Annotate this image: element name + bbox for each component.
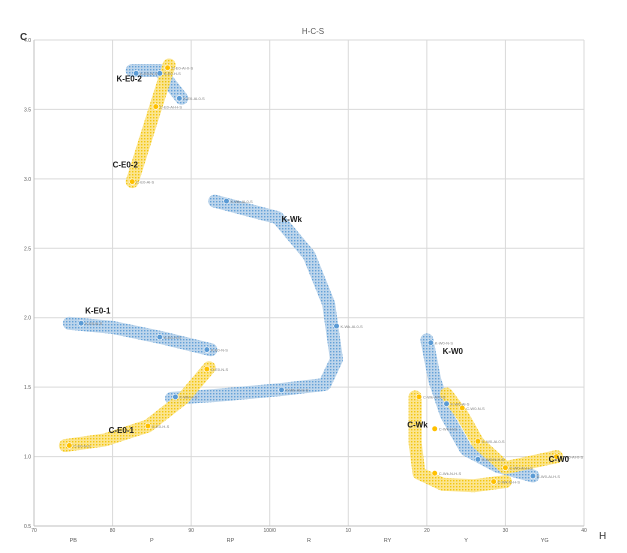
point-label-c-e0-1-2: C-E0-N-S bbox=[211, 367, 229, 372]
chart-title: H-C-S bbox=[302, 27, 324, 36]
x-tick-label-1: 80 bbox=[110, 528, 116, 534]
point-c-w0-2 bbox=[502, 464, 509, 471]
point-label-k-wk-0: K-Wk-Al-0-S bbox=[231, 199, 254, 204]
point-k-e0-1-1 bbox=[156, 334, 163, 341]
y-tick-label-0: 0.5 bbox=[24, 524, 31, 530]
point-label-c-e0-1-0: C-E0-N-S bbox=[73, 443, 91, 448]
group-label-c-e0-2: C-E0-2 bbox=[113, 161, 139, 170]
group-label-k-e0-2: K-E0-2 bbox=[117, 75, 143, 84]
y-tick-label-4: 2.5 bbox=[24, 246, 31, 252]
hue-label-4: RY bbox=[384, 538, 392, 544]
group-label-k-e0-1: K-E0-1 bbox=[85, 307, 111, 316]
point-k-e0-2-0 bbox=[133, 70, 140, 77]
point-label-k-w0-2: K-W0-N-H-S bbox=[482, 457, 505, 462]
x-tick-label-3: 100/0 bbox=[263, 528, 276, 534]
point-k-wk-2 bbox=[278, 386, 285, 394]
y-tick-label-5: 3.0 bbox=[24, 177, 31, 183]
point-label-c-w0-0: C-W0-N-S bbox=[466, 406, 485, 411]
point-label-c-w0-1: C-W0-Al-0-S bbox=[482, 439, 505, 444]
point-label-c-e0-2-2: C-E0-Al-S bbox=[136, 179, 154, 184]
point-label-c-wk-0: C-Wk-Al-0-S bbox=[423, 395, 446, 400]
hue-label-2: RP bbox=[227, 538, 235, 544]
point-label-k-e0-2-0: K-E0-N-S bbox=[140, 71, 157, 76]
point-c-wk-0 bbox=[415, 393, 423, 400]
x-tick-label-2: 90 bbox=[188, 528, 194, 534]
point-k-w0-1 bbox=[443, 400, 450, 407]
point-label-k-w0-1: K-W0-Al-S bbox=[451, 402, 470, 407]
point-c-e0-1-0 bbox=[66, 442, 73, 449]
hue-label-6: YG bbox=[541, 538, 549, 544]
point-k-e0-1-0 bbox=[78, 320, 85, 327]
axis-ticks: 0.5 1.0 1.5 2.0 2.5 3.0 3.5 4.0 70 80 90 100/0 10 20 3… bbox=[24, 38, 587, 544]
point-label-k-e0-1-0: K-E0-N-S bbox=[85, 321, 102, 326]
hue-label-3: R bbox=[307, 538, 311, 544]
point-c-wk-1 bbox=[431, 425, 438, 432]
y-tick-label-3: 2.0 bbox=[24, 316, 31, 322]
point-c-e0-1-1 bbox=[144, 422, 152, 430]
point-label-c-w0-2: C-W0-Al-H-S bbox=[509, 465, 533, 470]
group-labels: K-E0-2 C-E0-2 K-Wk K-E0-1 K-W0 C-Wk C-E0-1 C-W0 bbox=[85, 75, 570, 464]
point-label-k-w0-3: K-W0-Al-H-S bbox=[537, 474, 560, 479]
point-k-e0-2-2 bbox=[176, 95, 183, 102]
point-k-w0-2 bbox=[474, 456, 482, 463]
point-label-k-e0-2-1: K-E0-H-S bbox=[164, 71, 181, 76]
data-points bbox=[66, 64, 560, 485]
y-tick-label-1: 1.0 bbox=[24, 455, 31, 461]
point-k-e0-2-1 bbox=[156, 70, 163, 77]
point-k-wk-3 bbox=[172, 393, 179, 400]
x-tick-label-6: 30 bbox=[503, 528, 509, 534]
point-k-wk-1 bbox=[333, 322, 340, 330]
point-c-e0-2-0 bbox=[164, 64, 171, 71]
point-c-w0-3 bbox=[553, 453, 560, 460]
group-label-c-wk: C-Wk bbox=[407, 420, 428, 429]
point-label-k-wk-1: K-Wk-Al-0-S bbox=[341, 324, 364, 329]
point-label-k-e0-2-2: K-E0-Al-0-S bbox=[183, 96, 205, 101]
group-label-k-w0: K-W0 bbox=[443, 347, 464, 356]
point-c-w0-1 bbox=[474, 438, 482, 445]
x-tick-label-4: 10 bbox=[346, 528, 352, 534]
point-c-e0-2-1 bbox=[152, 103, 159, 110]
point-k-wk-0 bbox=[223, 197, 230, 205]
band-c-wk bbox=[408, 390, 512, 493]
point-label-c-e0-2-0: C-E0-Al-0-S bbox=[172, 66, 194, 71]
x-tick-label-7: 40 bbox=[581, 528, 587, 534]
point-label-c-w0-3: C-W0-Al-0-S bbox=[561, 454, 584, 459]
band-k-wk bbox=[165, 194, 343, 405]
x-tick-label-0: 70 bbox=[31, 528, 37, 534]
point-c-e0-2-2 bbox=[129, 178, 136, 185]
y-tick-label-7: 4.0 bbox=[24, 38, 31, 44]
point-label-c-wk-3: C-Wk-N-H-S bbox=[498, 479, 521, 484]
hue-label-1: P bbox=[150, 538, 154, 544]
point-labels: K-E0-N-S K-E0-H-S K-E0-Al-0-S C-E0-Al-0-S C-… bbox=[73, 66, 583, 485]
point-k-e0-1-2 bbox=[203, 346, 210, 353]
x-tick-label-5: 20 bbox=[424, 528, 430, 534]
group-label-c-e0-1: C-E0-1 bbox=[109, 426, 135, 435]
point-c-w0-0 bbox=[459, 404, 466, 412]
y-axis-label: C bbox=[20, 32, 27, 43]
point-label-c-wk-1: C-Wk-H-S bbox=[439, 427, 458, 432]
point-c-wk-3 bbox=[490, 478, 497, 485]
band-k-e0-1 bbox=[62, 316, 218, 357]
point-c-wk-2 bbox=[431, 470, 438, 477]
y-tick-label-2: 1.5 bbox=[24, 385, 31, 391]
point-label-c-e0-2-1: C-E0-Al-H-S bbox=[160, 104, 183, 109]
group-label-k-wk: K-Wk bbox=[282, 215, 303, 224]
point-label-c-e0-1-1: C-E0-H-S bbox=[152, 424, 170, 429]
y-tick-label-6: 3.5 bbox=[24, 107, 31, 113]
point-c-e0-1-2 bbox=[203, 365, 210, 373]
point-label-k-wk-2: K-Wk-Al-H-S bbox=[286, 388, 309, 393]
group-label-c-w0: C-W0 bbox=[549, 455, 570, 464]
point-label-c-wk-2: C-Wk-N-H-S bbox=[439, 471, 462, 476]
point-k-w0-3 bbox=[529, 472, 537, 480]
point-k-w0-0 bbox=[427, 339, 434, 346]
x-axis-label: H bbox=[599, 531, 606, 542]
point-label-k-e0-1-1: K-E0-H-S bbox=[164, 335, 181, 340]
hue-label-0: PB bbox=[70, 538, 78, 544]
point-label-k-w0-0: K-W0-N-S bbox=[435, 341, 454, 346]
point-label-k-wk-3: K-Wk-H-S bbox=[179, 395, 197, 400]
point-label-k-e0-1-2: K-E0-N-S bbox=[211, 347, 228, 352]
hue-label-5: Y bbox=[464, 538, 468, 544]
